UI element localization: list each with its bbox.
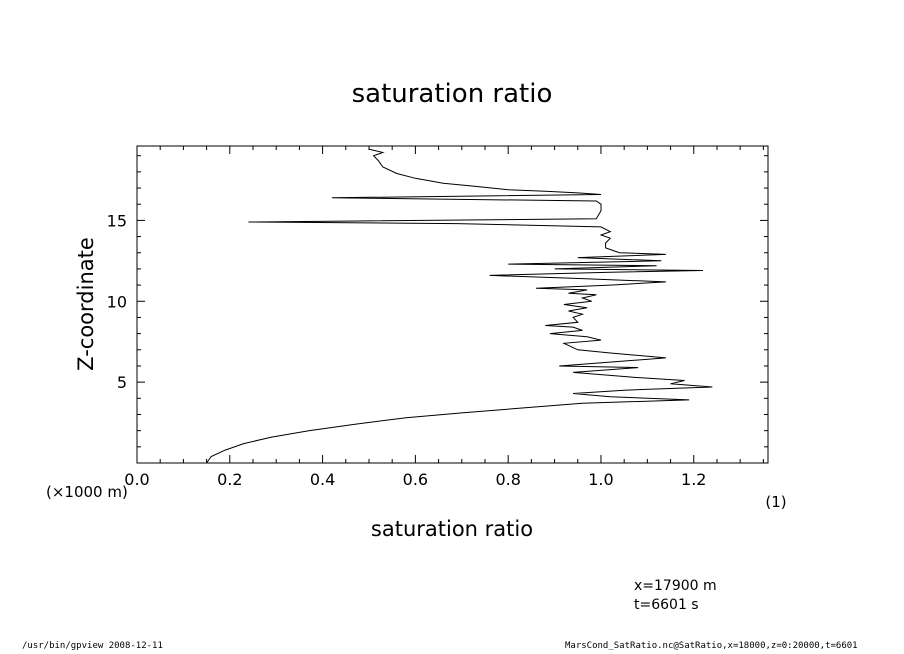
position-annotation: x=17900 m xyxy=(634,578,717,594)
axis-ticks xyxy=(136,146,768,464)
x-tick-label: 0.4 xyxy=(310,470,335,489)
footer-source: MarsCond_SatRatio.nc@SatRatio,x=18000,z=… xyxy=(565,641,858,651)
y-tick-label: 5 xyxy=(117,373,127,392)
plot-frame xyxy=(136,145,769,464)
x-tick-label: 1.2 xyxy=(681,470,706,489)
x-tick-labels: 0.0 0.2 0.4 0.6 0.8 1.0 1.2 xyxy=(124,470,706,489)
x-tick-label: 0.6 xyxy=(403,470,428,489)
x-tick-label: 1.0 xyxy=(588,470,613,489)
chart-title: saturation ratio xyxy=(352,79,553,109)
x-tick-label: 0.2 xyxy=(217,470,242,489)
y-tick-labels: 5 10 15 xyxy=(107,211,127,392)
series-line xyxy=(206,146,713,464)
y-tick-label: 10 xyxy=(107,292,127,311)
x-unit-label: (×1000 m) xyxy=(46,483,128,501)
y-axis-label: Z-coordinate xyxy=(74,237,98,371)
y-unit-label: (1) xyxy=(765,493,786,511)
x-tick-label: 0.0 xyxy=(124,470,149,489)
footer-program: /usr/bin/gpview 2008-12-11 xyxy=(22,641,163,651)
y-tick-label: 15 xyxy=(107,211,127,230)
x-tick-label: 0.8 xyxy=(495,470,520,489)
x-axis-label: saturation ratio xyxy=(371,517,533,541)
time-annotation: t=6601 s xyxy=(634,597,699,613)
